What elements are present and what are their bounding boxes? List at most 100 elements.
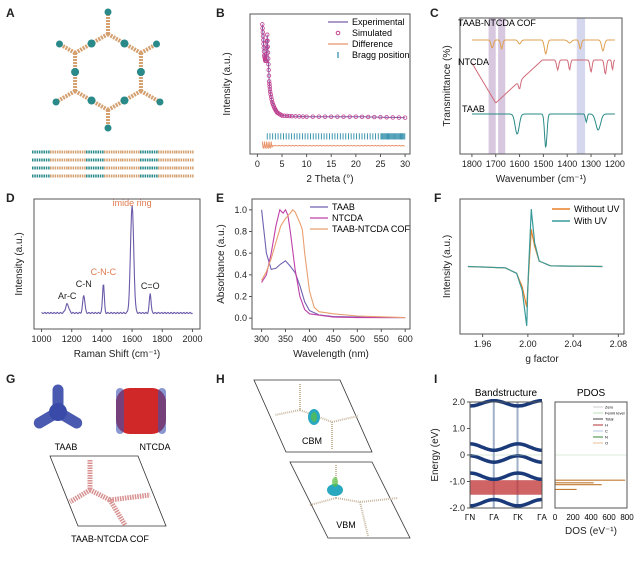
x-tick-label: 600: [398, 334, 413, 344]
legend-label: O: [605, 441, 608, 446]
series-raman: [41, 205, 193, 315]
energy-band: [470, 454, 543, 464]
framework-end-node: [152, 40, 160, 48]
vbm-orbital-lobe: [332, 477, 338, 487]
unit-cell-cbm: [253, 379, 373, 453]
x-axis-label: Wavelength (nm): [293, 349, 369, 360]
orbital-maps: CBM VBM: [253, 379, 411, 539]
plot-frame: [554, 401, 628, 509]
point-simulated: [316, 114, 322, 119]
series-without-uv: [467, 229, 603, 308]
cof-esp-linker: [107, 498, 128, 527]
series-label: TAAB: [462, 104, 485, 114]
series-cof: [471, 39, 615, 55]
point-simulated: [268, 92, 273, 97]
framework-end-node: [56, 40, 64, 48]
y-axis-label: Absorbance (a.u.): [216, 224, 227, 304]
framework-node: [87, 39, 96, 48]
x-tick-label: 2000: [182, 334, 202, 344]
framework-linker: [331, 415, 359, 423]
plot-frame: [459, 17, 623, 155]
y-tick-label: 1.0: [452, 424, 465, 434]
point-simulated: [267, 81, 272, 87]
legend-label: Simulated: [352, 28, 392, 38]
subplot-title: PDOS: [577, 388, 606, 399]
cof-esp-linker: [88, 487, 112, 503]
x-tick-label: 1600: [122, 334, 142, 344]
series-taab: [471, 113, 615, 148]
series-taab-ntcda-cof: [261, 208, 406, 319]
x-tick-label: 550: [374, 334, 389, 344]
ntcda-esp-edge: [116, 388, 124, 434]
point-simulated: [266, 56, 271, 61]
legend-label: Bragg position: [352, 50, 410, 60]
point-simulated: [359, 114, 365, 119]
plot-frame: [459, 198, 625, 335]
epr-chart: 1.96 2.00 2.04 2.08 Intensity (a.u.) g factor…: [442, 198, 627, 365]
point-simulated: [390, 115, 395, 120]
highlight-band: [470, 480, 542, 495]
point-simulated: [287, 113, 292, 119]
x-axis-label: Raman Shift (cm⁻¹): [74, 349, 160, 360]
framework-linker: [299, 409, 333, 423]
peak-annotation: C-N-C: [91, 267, 117, 277]
uvvis-chart: 300 350 400 450 500 550 600 0.0 0.2 0.4 0.6 0.8 1.0 A…: [216, 198, 413, 360]
legend-label: Without UV: [574, 204, 620, 214]
point-simulated: [365, 114, 371, 120]
point-simulated: [329, 114, 334, 119]
x-tick-label: 500: [350, 334, 365, 344]
ftir-chart: 1800 1700 1600 1500 1400 1300 1200 Transmittanc…: [442, 17, 625, 185]
point-simulated: [372, 114, 377, 120]
x-tick-label: 2.04: [564, 339, 582, 349]
point-simulated: [265, 32, 270, 37]
y-tick-label: 0.6: [234, 248, 247, 258]
peak-annotation: C-N: [76, 279, 92, 289]
point-simulated: [335, 114, 340, 119]
framework-arm: [139, 89, 161, 104]
y-tick-label: 0.4: [234, 270, 247, 280]
framework-node: [120, 96, 129, 105]
point-simulated: [265, 44, 270, 49]
x-tick-label: 1300: [581, 159, 601, 169]
x-tick-label: 5: [279, 159, 284, 169]
legend-label: TAAB-NTCDA COF: [332, 224, 410, 234]
point-simulated: [282, 113, 287, 118]
panel-h: H CBM VBM: [210, 370, 420, 559]
point-simulated: [353, 114, 359, 119]
peak-annotation: C=O: [141, 281, 160, 291]
point-simulated: [264, 45, 269, 50]
unit-cell-vbm: [289, 461, 411, 539]
molecule-label: TAAB: [55, 442, 78, 452]
panel-f: F 1.96 2.00 2.04 2.08 Intensity (a.u.) g fact…: [420, 185, 640, 370]
panel-d: D 1000 1200 1400 1600 1800 2000 Intensity (a.u…: [0, 185, 210, 370]
cbm-orbital-lobe: [311, 412, 317, 422]
x-tick-label: 1400: [557, 159, 577, 169]
panel-label-f: F: [434, 191, 442, 205]
highlight-band: [576, 18, 586, 154]
y-axis-label: Energy (eV): [430, 428, 441, 481]
panel-label-d: D: [6, 191, 15, 205]
x-tick-label: 1800: [462, 159, 482, 169]
y-tick-label: 0.0: [234, 313, 247, 323]
x-tick-label: 450: [326, 334, 341, 344]
x-axis-label: DOS (eV⁻¹): [565, 526, 617, 537]
framework-node: [136, 68, 145, 76]
panel-label-i: I: [434, 372, 438, 386]
x-tick-label: 1.96: [474, 339, 492, 349]
x-tick-label: 30: [400, 159, 410, 169]
point-simulated: [347, 114, 352, 119]
point-simulated: [284, 113, 290, 119]
legend-label: With UV: [574, 216, 607, 226]
point-simulated: [267, 86, 273, 92]
framework-node: [87, 96, 96, 105]
esp-maps: TAAB NTCDA TAAB-NTCDA COF: [33, 384, 171, 544]
y-axis-label: Intensity (a.u.): [442, 235, 453, 298]
taab-esp-core: [49, 403, 67, 421]
legend-label: Zero: [605, 405, 614, 410]
x-tick-label: 1400: [92, 334, 112, 344]
point-simulated: [378, 114, 383, 120]
framework-end-node: [104, 8, 112, 16]
panel-label-c: C: [430, 6, 439, 20]
framework-end-node: [104, 124, 112, 132]
point-simulated: [279, 113, 285, 118]
